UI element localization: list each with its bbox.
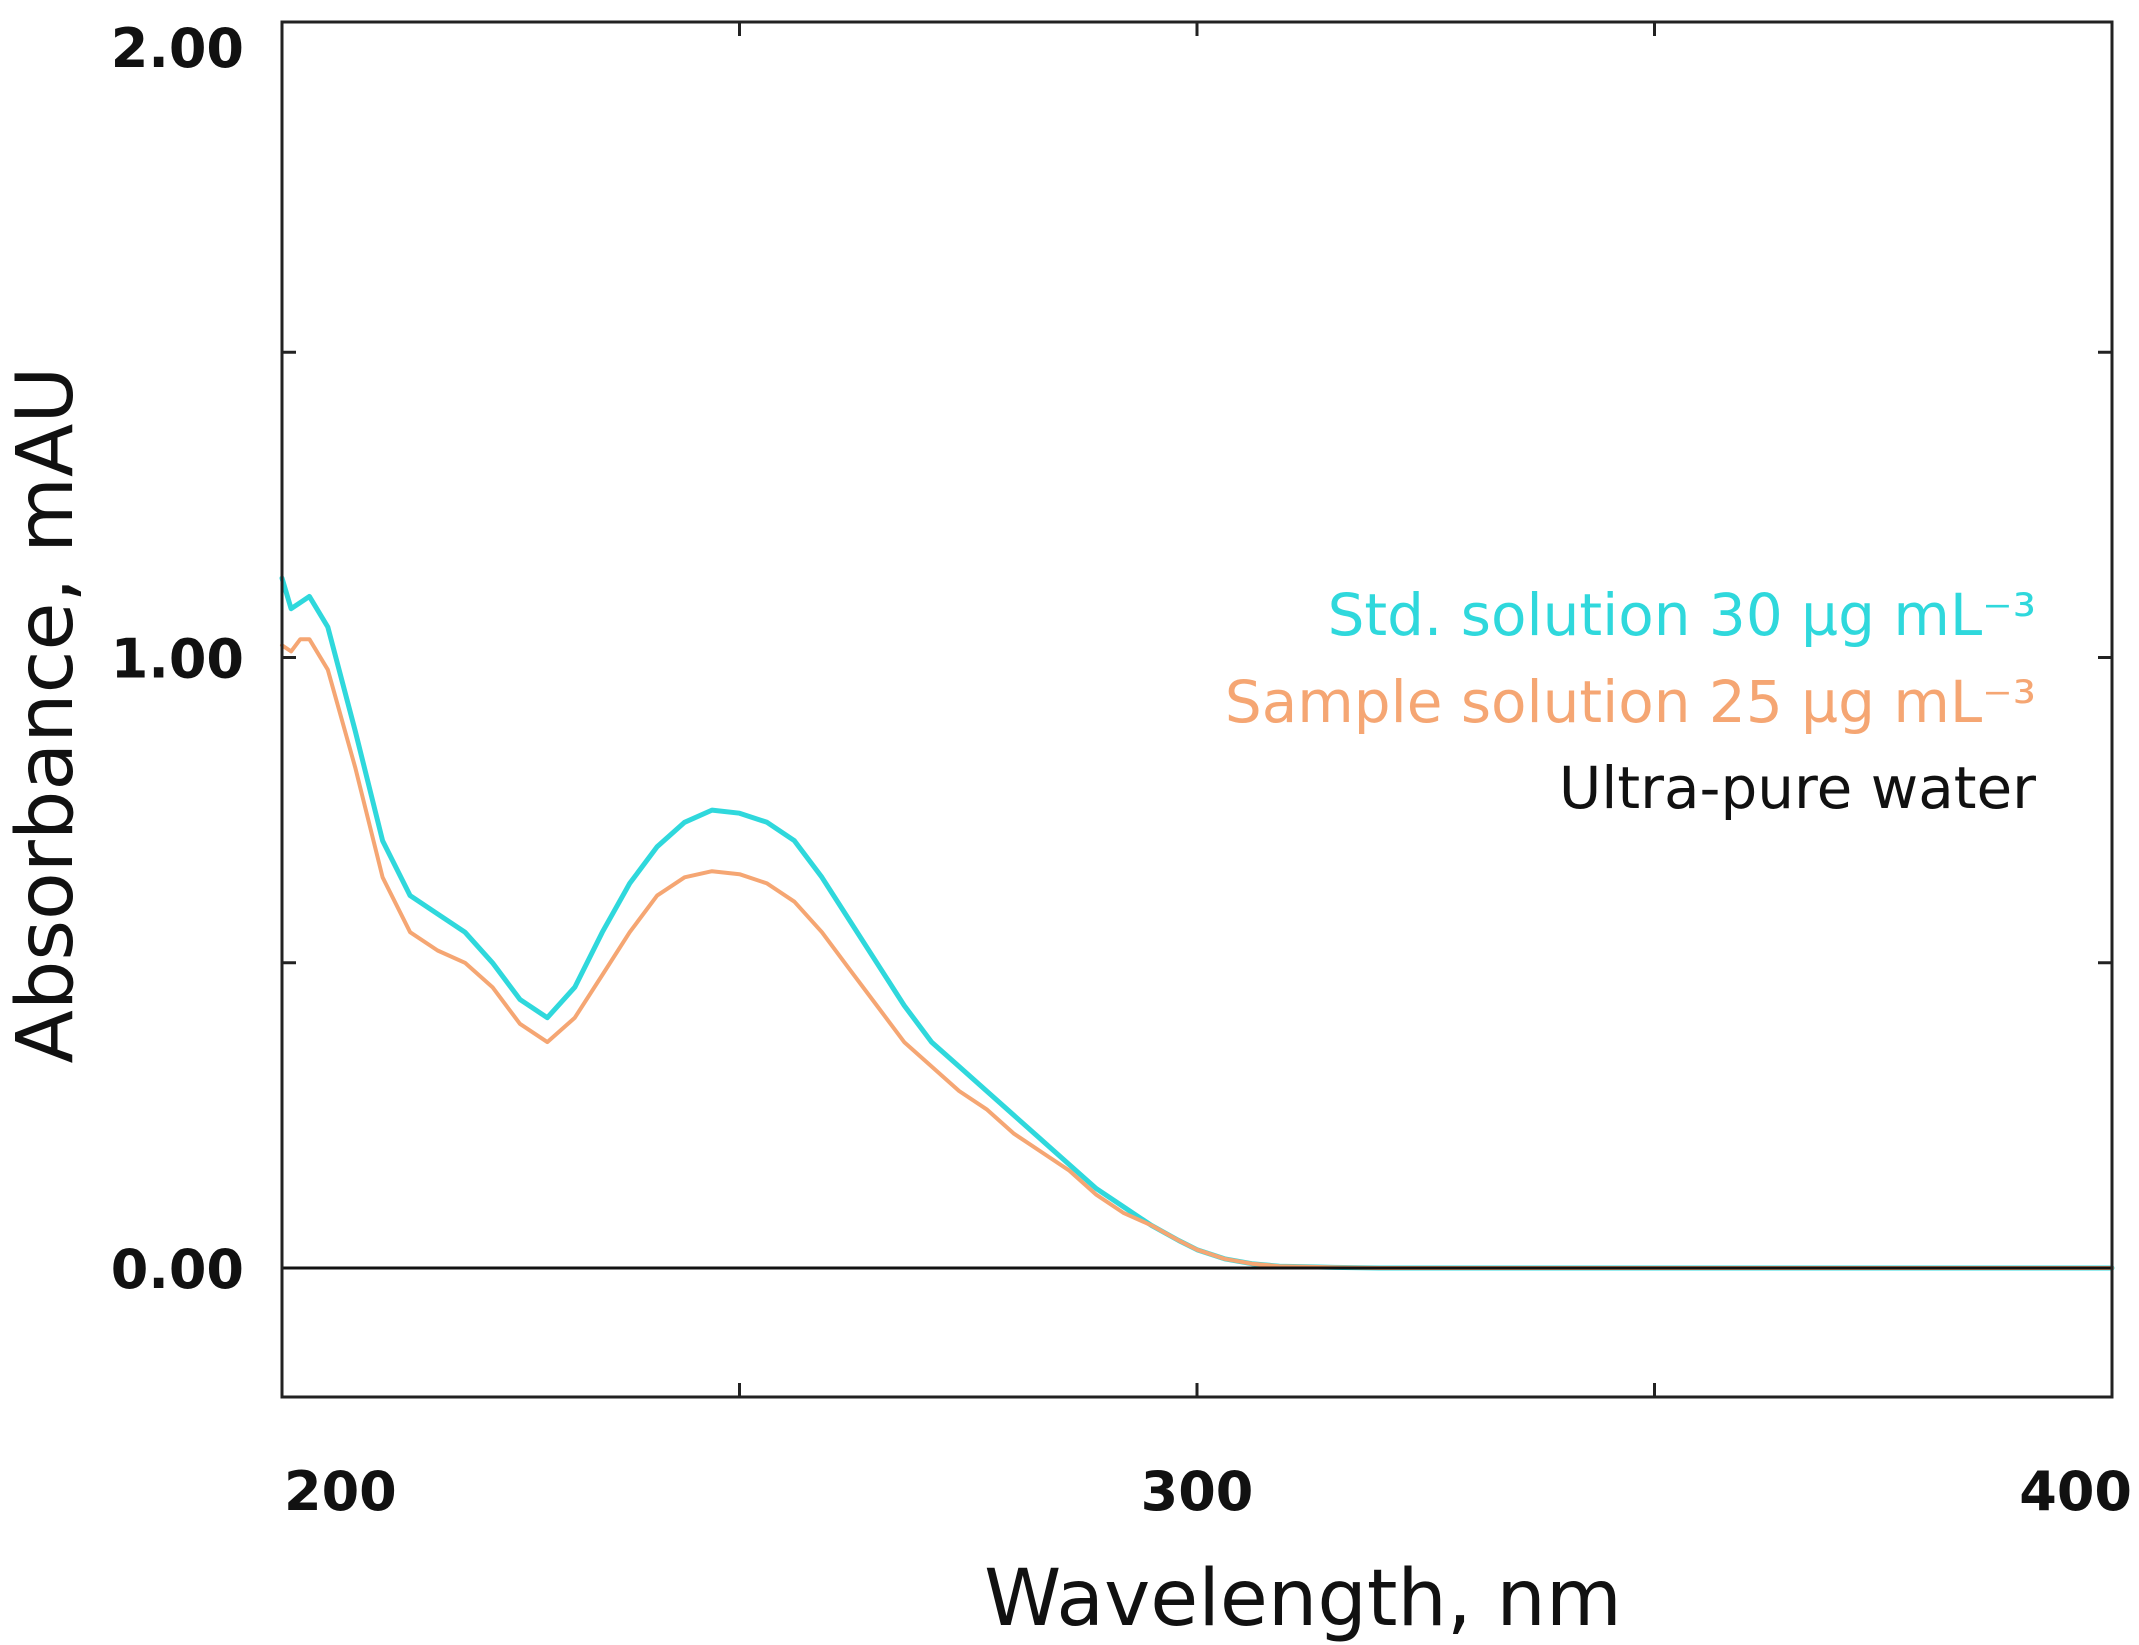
x-tick-label: 200 <box>284 1460 397 1523</box>
legend-entry-1: Std. solution 30 µg mL⁻³ <box>1328 581 2036 649</box>
x-tick-labels: 200 300 400 <box>284 1460 2132 1523</box>
x-tick-label: 300 <box>1141 1460 1254 1523</box>
y-tick-label: 0.00 <box>111 1238 244 1301</box>
tick-marks <box>282 22 2112 1397</box>
x-tick-label: 400 <box>2019 1460 2132 1523</box>
y-tick-label: 2.00 <box>111 17 244 80</box>
series-layer <box>279 575 2115 1271</box>
y-tick-labels: 0.00 1.00 2.00 <box>111 17 244 1301</box>
y-tick-label: 1.00 <box>111 628 244 691</box>
legend-entry-3: Ultra-pure water <box>1559 754 2036 822</box>
legend: Std. solution 30 µg mL⁻³ Sample solution … <box>1225 581 2036 822</box>
legend-entry-2: Sample solution 25 µg mL⁻³ <box>1225 668 2036 736</box>
x-axis-title: Wavelength, nm <box>984 1554 1622 1644</box>
y-axis-title: Absorbance, mAU <box>1 367 91 1064</box>
